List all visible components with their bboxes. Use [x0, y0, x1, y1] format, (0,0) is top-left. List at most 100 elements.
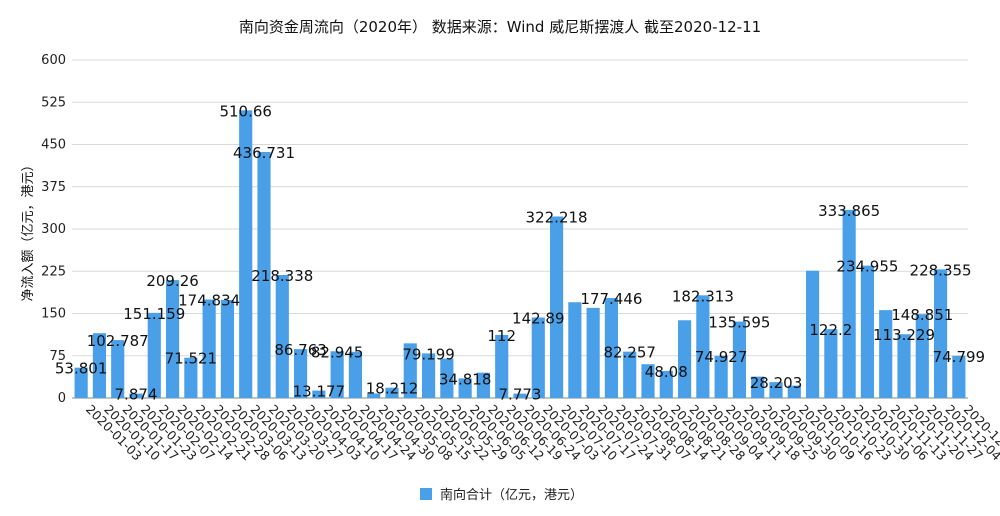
data-label: 82.945	[311, 343, 364, 361]
data-label: 113.229	[873, 326, 935, 344]
bar	[769, 382, 783, 398]
data-label: 135.595	[708, 314, 770, 332]
data-label: 322.218	[526, 208, 588, 226]
data-label: 48.08	[645, 363, 688, 381]
data-label: 82.257	[603, 344, 656, 362]
data-label: 53.801	[55, 360, 108, 378]
y-tick-label: 525	[41, 95, 66, 110]
bar	[421, 353, 436, 398]
data-label: 18.212	[366, 380, 419, 398]
bar	[531, 317, 545, 398]
data-label: 177.446	[580, 290, 642, 308]
bar	[714, 355, 728, 398]
data-label: 228.355	[910, 261, 972, 279]
data-label: 86.763	[274, 341, 327, 359]
data-label: 7.874	[115, 386, 158, 404]
data-label: 436.731	[233, 144, 295, 162]
y-axis-label: 净流入额（亿元，港元）	[21, 158, 36, 301]
data-label: 79.199	[402, 345, 455, 363]
bar	[824, 329, 838, 398]
data-label: 151.159	[123, 305, 185, 323]
bar	[604, 298, 619, 398]
bar	[74, 367, 88, 398]
bar	[403, 343, 417, 398]
data-label: 13.177	[293, 383, 346, 401]
data-labels: 53.801 102.787 7.874 151.159 209.26 71.521 174…	[55, 102, 985, 403]
data-label: 34.818	[439, 370, 492, 388]
bar	[257, 151, 271, 398]
bar	[677, 320, 692, 398]
x-axis-ticks: 2020-01-032020-01-102020-01-172020-01-23…	[83, 402, 1000, 464]
y-tick-label: 600	[41, 53, 66, 68]
data-label: 209.26	[146, 272, 199, 290]
data-label: 182.313	[672, 287, 734, 305]
data-label: 112	[487, 327, 516, 345]
bar	[348, 351, 363, 398]
data-label: 510.66	[219, 102, 272, 120]
bar	[476, 372, 491, 398]
data-label: 148.851	[891, 306, 953, 324]
bar	[860, 265, 875, 398]
data-label: 174.834	[178, 292, 240, 310]
bar	[330, 351, 344, 398]
bar	[933, 269, 948, 398]
bar	[275, 275, 289, 398]
data-label: 71.521	[165, 350, 218, 368]
bar	[92, 333, 107, 398]
data-label: 102.787	[87, 332, 149, 350]
bars	[74, 110, 966, 399]
bar	[440, 358, 454, 398]
bar	[239, 110, 253, 399]
legend-entry: 南向合计（亿元，港元）	[440, 487, 583, 503]
data-label: 7.773	[499, 386, 542, 404]
bar	[659, 370, 673, 398]
bar	[129, 393, 143, 398]
y-tick-label: 450	[41, 138, 66, 153]
bar	[549, 216, 564, 398]
bar	[732, 321, 747, 398]
bar	[586, 307, 600, 398]
bar	[458, 378, 472, 398]
bar	[165, 280, 180, 398]
bar	[495, 334, 509, 398]
y-tick-label: 0	[58, 391, 66, 406]
bar	[202, 299, 216, 398]
bar	[513, 393, 527, 398]
y-tick-label: 75	[49, 349, 66, 364]
bar	[952, 355, 966, 398]
y-tick-label: 150	[41, 307, 66, 322]
bar	[623, 351, 637, 398]
bar	[696, 295, 710, 398]
bar	[184, 357, 198, 398]
data-label: 74.799	[933, 348, 986, 366]
data-label: 28.203	[750, 374, 803, 392]
y-tick-label: 300	[41, 222, 66, 237]
bar	[293, 349, 308, 398]
chart-title: 南向资金周流向（2020年） 数据来源：Wind 威尼斯摆渡人 截至2020-1…	[239, 18, 761, 36]
bar	[312, 390, 326, 398]
data-label: 234.955	[836, 258, 898, 276]
bar	[385, 387, 399, 398]
bar	[879, 310, 893, 398]
bar	[147, 312, 161, 398]
y-tick-label: 225	[41, 264, 66, 279]
bar	[367, 393, 381, 398]
data-label: 142.89	[512, 310, 565, 328]
y-tick-label: 375	[41, 180, 66, 195]
bar	[787, 385, 801, 398]
legend-swatch	[420, 488, 432, 500]
bar	[641, 364, 655, 398]
bar	[842, 209, 856, 398]
data-label: 333.865	[818, 202, 880, 220]
bar	[568, 302, 582, 398]
data-label: 218.338	[251, 267, 313, 285]
legend: 南向合计（亿元，港元）	[420, 487, 583, 503]
bar	[751, 376, 765, 398]
bar	[220, 299, 235, 398]
bar	[897, 334, 911, 398]
bar	[111, 340, 125, 398]
data-label: 122.2	[809, 321, 852, 339]
y-axis-ticks: 0 75 150 225 300 375 450 525 600	[41, 53, 66, 406]
bar	[915, 314, 929, 398]
